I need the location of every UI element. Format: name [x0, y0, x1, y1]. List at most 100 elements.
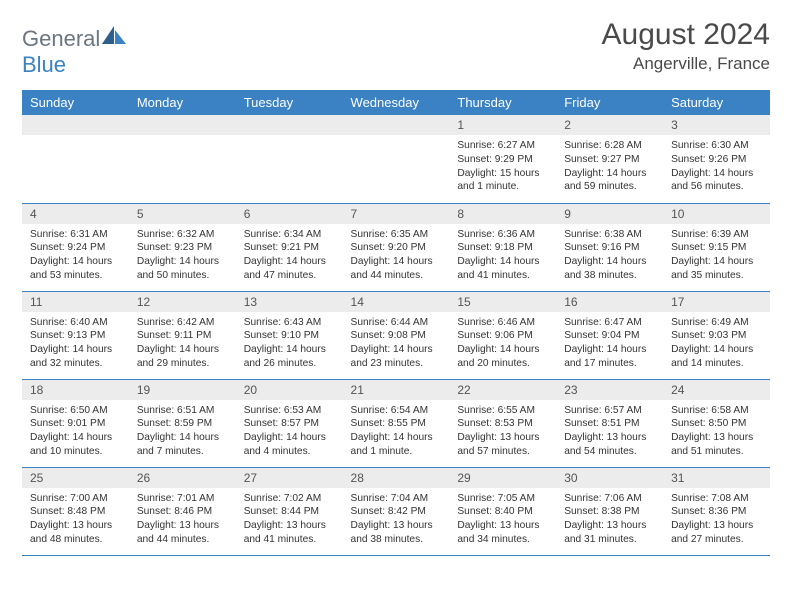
daylight-text: Daylight: 14 hours and 53 minutes.	[30, 255, 121, 283]
daylight-text: Daylight: 14 hours and 23 minutes.	[351, 343, 442, 371]
sunrise-text: Sunrise: 6:53 AM	[244, 404, 335, 418]
daylight-text: Daylight: 13 hours and 57 minutes.	[457, 431, 548, 459]
daylight-text: Daylight: 14 hours and 56 minutes.	[671, 167, 762, 195]
day-details: Sunrise: 6:40 AMSunset: 9:13 PMDaylight:…	[22, 312, 129, 377]
month-title: August 2024	[602, 18, 770, 52]
day-number: 1	[449, 115, 556, 135]
daylight-text: Daylight: 14 hours and 29 minutes.	[137, 343, 228, 371]
calendar-day-cell: 13Sunrise: 6:43 AMSunset: 9:10 PMDayligh…	[236, 291, 343, 379]
logo-word-blue: Blue	[22, 52, 66, 77]
day-details: Sunrise: 6:50 AMSunset: 9:01 PMDaylight:…	[22, 400, 129, 465]
sunset-text: Sunset: 9:24 PM	[30, 241, 121, 255]
daylight-text: Daylight: 13 hours and 44 minutes.	[137, 519, 228, 547]
calendar-day-cell: 30Sunrise: 7:06 AMSunset: 8:38 PMDayligh…	[556, 467, 663, 555]
calendar-day-cell	[236, 115, 343, 203]
day-details: Sunrise: 6:57 AMSunset: 8:51 PMDaylight:…	[556, 400, 663, 465]
sunrise-text: Sunrise: 6:36 AM	[457, 228, 548, 242]
daylight-text: Daylight: 14 hours and 59 minutes.	[564, 167, 655, 195]
calendar-day-cell: 22Sunrise: 6:55 AMSunset: 8:53 PMDayligh…	[449, 379, 556, 467]
sunrise-text: Sunrise: 6:32 AM	[137, 228, 228, 242]
sunset-text: Sunset: 9:13 PM	[30, 329, 121, 343]
day-details: Sunrise: 7:06 AMSunset: 8:38 PMDaylight:…	[556, 488, 663, 553]
day-number: 29	[449, 468, 556, 488]
day-details: Sunrise: 6:36 AMSunset: 9:18 PMDaylight:…	[449, 224, 556, 289]
day-details: Sunrise: 7:02 AMSunset: 8:44 PMDaylight:…	[236, 488, 343, 553]
day-details: Sunrise: 6:53 AMSunset: 8:57 PMDaylight:…	[236, 400, 343, 465]
daylight-text: Daylight: 14 hours and 35 minutes.	[671, 255, 762, 283]
day-details: Sunrise: 6:46 AMSunset: 9:06 PMDaylight:…	[449, 312, 556, 377]
calendar-day-cell: 21Sunrise: 6:54 AMSunset: 8:55 PMDayligh…	[343, 379, 450, 467]
calendar-day-cell: 2Sunrise: 6:28 AMSunset: 9:27 PMDaylight…	[556, 115, 663, 203]
calendar-week-row: 1Sunrise: 6:27 AMSunset: 9:29 PMDaylight…	[22, 115, 770, 203]
weekday-header: Thursday	[449, 90, 556, 115]
logo-sail-icon	[100, 24, 128, 46]
title-block: August 2024 Angerville, France	[602, 18, 770, 74]
day-number: 25	[22, 468, 129, 488]
calendar-day-cell: 7Sunrise: 6:35 AMSunset: 9:20 PMDaylight…	[343, 203, 450, 291]
day-number: 10	[663, 204, 770, 224]
day-number: 6	[236, 204, 343, 224]
calendar-week-row: 4Sunrise: 6:31 AMSunset: 9:24 PMDaylight…	[22, 203, 770, 291]
sunset-text: Sunset: 9:15 PM	[671, 241, 762, 255]
sunrise-text: Sunrise: 6:31 AM	[30, 228, 121, 242]
day-number-empty	[129, 115, 236, 135]
day-number: 26	[129, 468, 236, 488]
calendar-day-cell	[343, 115, 450, 203]
sunset-text: Sunset: 8:50 PM	[671, 417, 762, 431]
sunset-text: Sunset: 8:36 PM	[671, 505, 762, 519]
sunrise-text: Sunrise: 6:44 AM	[351, 316, 442, 330]
calendar-week-row: 11Sunrise: 6:40 AMSunset: 9:13 PMDayligh…	[22, 291, 770, 379]
calendar-day-cell: 19Sunrise: 6:51 AMSunset: 8:59 PMDayligh…	[129, 379, 236, 467]
sunset-text: Sunset: 8:55 PM	[351, 417, 442, 431]
sunset-text: Sunset: 8:48 PM	[30, 505, 121, 519]
calendar-day-cell: 26Sunrise: 7:01 AMSunset: 8:46 PMDayligh…	[129, 467, 236, 555]
sunset-text: Sunset: 9:01 PM	[30, 417, 121, 431]
daylight-text: Daylight: 13 hours and 31 minutes.	[564, 519, 655, 547]
calendar-page: General Blue August 2024 Angerville, Fra…	[0, 0, 792, 566]
sunset-text: Sunset: 9:03 PM	[671, 329, 762, 343]
calendar-day-cell: 25 Sunrise: 7:00 AMSunset: 8:48 PMDayligh…	[22, 467, 129, 555]
sunrise-text: Sunrise: 7:02 AM	[244, 492, 335, 506]
sunrise-text: Sunrise: 6:47 AM	[564, 316, 655, 330]
calendar-day-cell: 23Sunrise: 6:57 AMSunset: 8:51 PMDayligh…	[556, 379, 663, 467]
day-number: 9	[556, 204, 663, 224]
sunset-text: Sunset: 9:20 PM	[351, 241, 442, 255]
day-details: Sunrise: 6:58 AMSunset: 8:50 PMDaylight:…	[663, 400, 770, 465]
day-details: Sunrise: 6:31 AMSunset: 9:24 PMDaylight:…	[22, 224, 129, 289]
day-details: Sunrise: 7:08 AMSunset: 8:36 PMDaylight:…	[663, 488, 770, 553]
day-details: Sunrise: 6:35 AMSunset: 9:20 PMDaylight:…	[343, 224, 450, 289]
sunrise-text: Sunrise: 6:27 AM	[457, 139, 548, 153]
day-number: 11	[22, 292, 129, 312]
sunset-text: Sunset: 9:06 PM	[457, 329, 548, 343]
daylight-text: Daylight: 13 hours and 27 minutes.	[671, 519, 762, 547]
sunset-text: Sunset: 8:40 PM	[457, 505, 548, 519]
day-number: 24	[663, 380, 770, 400]
sunset-text: Sunset: 9:11 PM	[137, 329, 228, 343]
day-number: 12	[129, 292, 236, 312]
calendar-day-cell: 17Sunrise: 6:49 AMSunset: 9:03 PMDayligh…	[663, 291, 770, 379]
daylight-text: Daylight: 14 hours and 38 minutes.	[564, 255, 655, 283]
calendar-day-cell: 3Sunrise: 6:30 AMSunset: 9:26 PMDaylight…	[663, 115, 770, 203]
daylight-text: Daylight: 14 hours and 41 minutes.	[457, 255, 548, 283]
sunrise-text: Sunrise: 6:35 AM	[351, 228, 442, 242]
daylight-text: Daylight: 14 hours and 26 minutes.	[244, 343, 335, 371]
day-number: 17	[663, 292, 770, 312]
logo: General Blue	[22, 18, 128, 78]
daylight-text: Daylight: 13 hours and 48 minutes.	[30, 519, 121, 547]
day-number: 31	[663, 468, 770, 488]
day-number: 2	[556, 115, 663, 135]
day-details: Sunrise: 6:55 AMSunset: 8:53 PMDaylight:…	[449, 400, 556, 465]
sunset-text: Sunset: 9:18 PM	[457, 241, 548, 255]
sunset-text: Sunset: 9:21 PM	[244, 241, 335, 255]
sunrise-text: Sunrise: 6:46 AM	[457, 316, 548, 330]
calendar-day-cell	[22, 115, 129, 203]
sunrise-text: Sunrise: 7:00 AM	[30, 492, 121, 506]
day-number: 30	[556, 468, 663, 488]
sunrise-text: Sunrise: 6:54 AM	[351, 404, 442, 418]
sunset-text: Sunset: 9:23 PM	[137, 241, 228, 255]
calendar-day-cell: 28Sunrise: 7:04 AMSunset: 8:42 PMDayligh…	[343, 467, 450, 555]
sunset-text: Sunset: 9:16 PM	[564, 241, 655, 255]
sunrise-text: Sunrise: 6:30 AM	[671, 139, 762, 153]
daylight-text: Daylight: 14 hours and 14 minutes.	[671, 343, 762, 371]
sunrise-text: Sunrise: 7:08 AM	[671, 492, 762, 506]
